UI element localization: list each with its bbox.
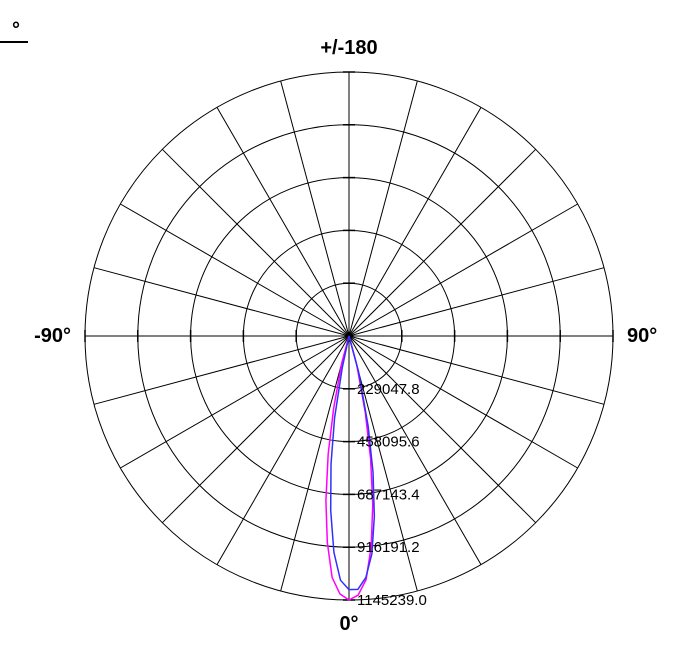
ring-label: 687143.4: [357, 486, 420, 503]
grid-spoke: [349, 81, 417, 336]
ring-label: 916191.2: [357, 539, 420, 556]
grid-spoke: [94, 268, 349, 336]
grid-spoke: [281, 336, 349, 591]
ring-label: 229047.8: [357, 381, 420, 398]
grid-spoke: [94, 336, 349, 404]
grid-spoke: [349, 268, 604, 336]
angle-label: 0°: [339, 613, 358, 635]
angle-label: -90°: [34, 325, 71, 347]
grid-spoke: [217, 107, 349, 336]
grid-spoke: [349, 149, 536, 336]
grid-spoke: [120, 336, 349, 468]
grid-spoke: [162, 149, 349, 336]
angle-label: +/-180: [320, 37, 377, 59]
cutoff-label: °: [12, 19, 20, 41]
grid-spoke: [120, 204, 349, 336]
grid-spoke: [281, 81, 349, 336]
ring-label: 1145239.0: [357, 592, 427, 609]
series-group: [326, 336, 374, 600]
grid-spoke: [349, 204, 578, 336]
ring-label: 458095.6: [357, 434, 420, 451]
angle-label: 90°: [627, 325, 657, 347]
polar-chart: 229047.8 458095.6 687143.4 916191.2 1145239.…: [0, 0, 680, 670]
grid-spoke: [349, 107, 481, 336]
grid-spoke: [162, 336, 349, 523]
